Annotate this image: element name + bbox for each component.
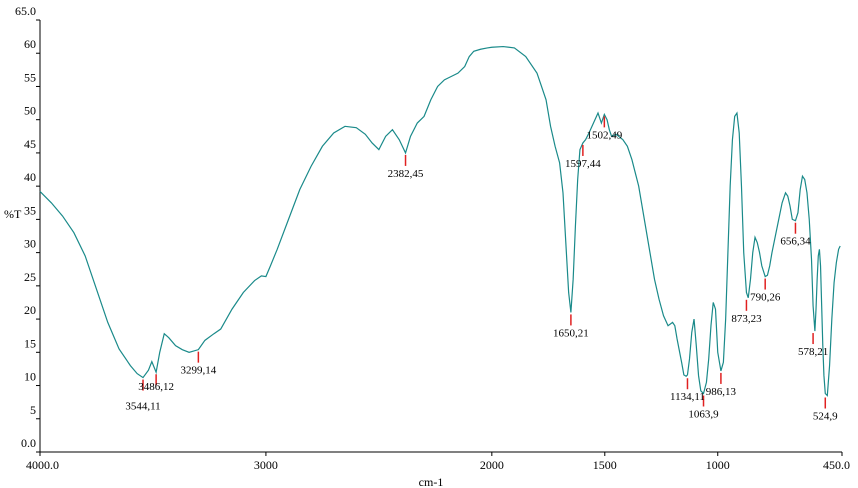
tick-marks: [36, 19, 843, 456]
y-tick-label: 20: [24, 303, 36, 317]
y-tick-label: 25: [24, 270, 36, 284]
peak-label: 2382,45: [388, 168, 424, 180]
axes: [39, 20, 842, 453]
tick-labels: 0.0 5 10 15 20 25 30 35 40 45 50 55 60 65.0 4000.0 3000…: [15, 4, 850, 472]
peak-label: 1063,9: [688, 409, 719, 421]
spectrum-line: [39, 45, 841, 397]
y-tick-label: 40: [24, 170, 36, 184]
y-tick-label: 0.0: [21, 436, 36, 450]
x-tick-label: 4000.0: [26, 458, 59, 472]
y-tick-label: 45: [24, 137, 36, 151]
x-tick-label: 450.0: [823, 458, 850, 472]
peak-markers: [142, 116, 827, 409]
peak-label: 1650,21: [553, 327, 589, 339]
peak-label: 578,21: [798, 346, 828, 358]
y-tick-label: 10: [24, 370, 36, 384]
y-tick-label: 55: [24, 70, 36, 84]
x-tick-label: 3000: [254, 458, 278, 472]
y-tick-label: 35: [24, 203, 36, 217]
peak-label: 873,23: [731, 313, 762, 325]
x-tick-label: 1500: [593, 458, 617, 472]
peak-label: 790,26: [750, 292, 781, 304]
x-tick-label: 2000: [480, 458, 504, 472]
peak-label: 1597,44: [565, 158, 601, 170]
y-tick-label: 60: [24, 37, 36, 51]
peak-label: 986,13: [706, 386, 737, 398]
x-axis-title: cm-1: [419, 475, 444, 488]
peak-label: 1502,49: [586, 129, 622, 141]
peak-label: 3544,11: [125, 401, 160, 413]
peak-label: 656,34: [780, 236, 811, 248]
peak-label: 3486,12: [138, 381, 174, 393]
peak-label: 524,9: [813, 411, 838, 423]
y-tick-label: 5: [30, 403, 36, 417]
y-tick-label: 15: [24, 336, 36, 350]
y-tick-label: 50: [24, 104, 36, 118]
y-axis-title: %T: [4, 207, 22, 221]
peak-label: 3299,14: [180, 365, 216, 377]
peak-labels: 3544,11 3486,12 3299,14 2382,45 1650,21 1597,…: [125, 129, 838, 422]
y-tick-label: 65.0: [15, 4, 36, 18]
x-tick-label: 1000: [706, 458, 730, 472]
y-tick-label: 30: [24, 237, 36, 251]
peak-label: 1134,11: [670, 391, 705, 403]
